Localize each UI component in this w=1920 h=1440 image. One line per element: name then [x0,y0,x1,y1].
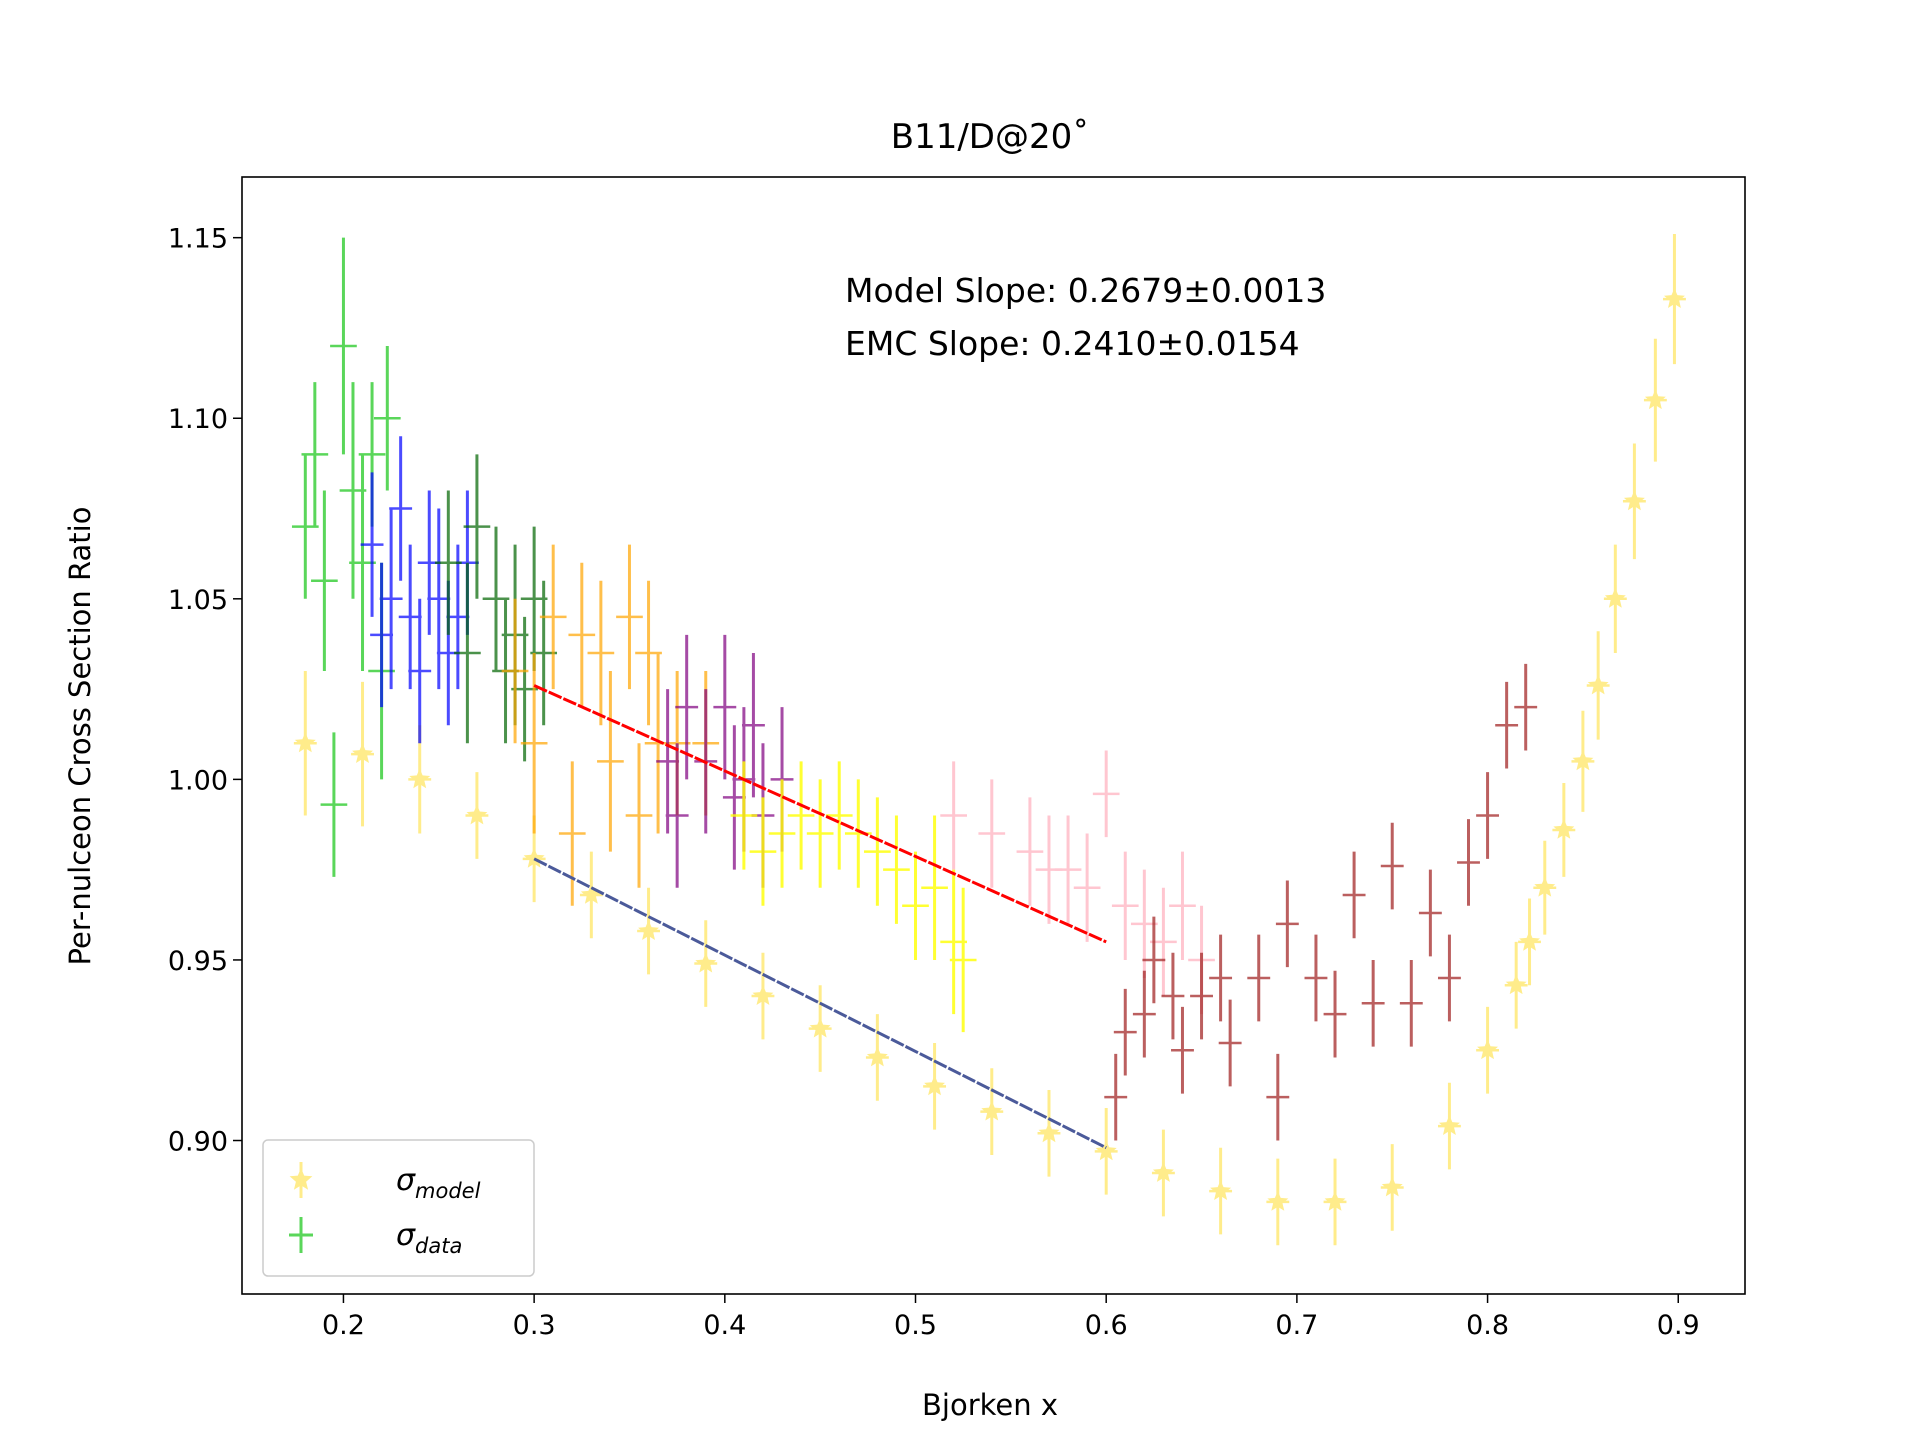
data-point [1324,1190,1346,1211]
data-point [1519,930,1540,951]
data-point [924,1075,945,1096]
y-axis-label: Per-nulceon Cross Section Ratio [63,507,97,966]
y-tick-label: 1.10 [168,404,228,435]
plot-area [291,234,1686,1246]
data-point [1587,674,1609,695]
data-point [1664,288,1685,308]
legend-label: σdata [396,1218,462,1258]
data-point [294,732,316,753]
data-point [1505,974,1527,995]
legend-symbol: σ [396,1163,416,1198]
data-point [1477,1039,1498,1060]
plot-frame [241,176,1746,1295]
data-point [1604,587,1626,608]
data-point [695,952,717,973]
y-tick-label: 1.00 [168,765,228,796]
data-point [409,768,431,789]
legend-box [262,1139,535,1277]
data-point [1439,1115,1460,1135]
data-point [1553,818,1575,839]
fit-line [533,684,1107,944]
data-point [1623,490,1645,511]
data-point [1644,389,1666,410]
series [1104,663,1538,1141]
x-axis-label: Bjorken x [922,1388,1058,1422]
series [434,454,558,762]
data-point [352,743,373,763]
series [293,234,1686,1246]
y-tick-label: 1.05 [168,585,228,616]
data-point [1572,750,1594,771]
data-point [1210,1180,1232,1200]
data-point [1381,1176,1403,1197]
series [940,750,1215,1015]
series [730,761,977,1033]
data-point [1534,876,1556,897]
legend-marker [289,1217,313,1253]
data-point [638,920,659,940]
data-point [1095,1140,1117,1161]
series [360,436,479,744]
annotation: Model Slope: 0.2679±0.0013 [845,271,1326,310]
x-tick-label: 0.6 [1085,1310,1128,1341]
x-tick-label: 0.2 [322,1310,365,1341]
chart-title: B11/D@20˚ [891,117,1090,157]
y-tick-label: 1.15 [168,224,228,255]
data-point [866,1046,888,1067]
data-point [809,1017,831,1038]
x-tick-label: 0.9 [1657,1310,1700,1341]
legend-label: σmodel [396,1163,481,1203]
data-point [1038,1122,1060,1143]
legend-marker [289,1162,313,1198]
data-point [752,985,774,1005]
x-tick-label: 0.3 [513,1310,556,1341]
data-point [523,847,545,868]
annotation: EMC Slope: 0.2410±0.0154 [845,324,1300,363]
data-point [1152,1162,1174,1182]
fit-line [533,857,1107,1150]
y-tick-label: 0.90 [168,1127,228,1158]
legend-subscript: model [415,1179,481,1203]
legend-symbol: σ [396,1218,416,1253]
legend-subscript: data [415,1234,462,1258]
x-tick-label: 0.5 [894,1310,937,1341]
x-tick-label: 0.7 [1275,1310,1318,1341]
series [291,237,401,877]
data-point [981,1100,1003,1121]
y-tick-label: 0.95 [168,946,228,977]
x-tick-label: 0.4 [703,1310,746,1341]
data-point [580,883,602,904]
data-point [466,804,488,825]
x-tick-label: 0.8 [1466,1310,1509,1341]
data-point [1267,1190,1289,1211]
legend-star [289,1168,313,1190]
